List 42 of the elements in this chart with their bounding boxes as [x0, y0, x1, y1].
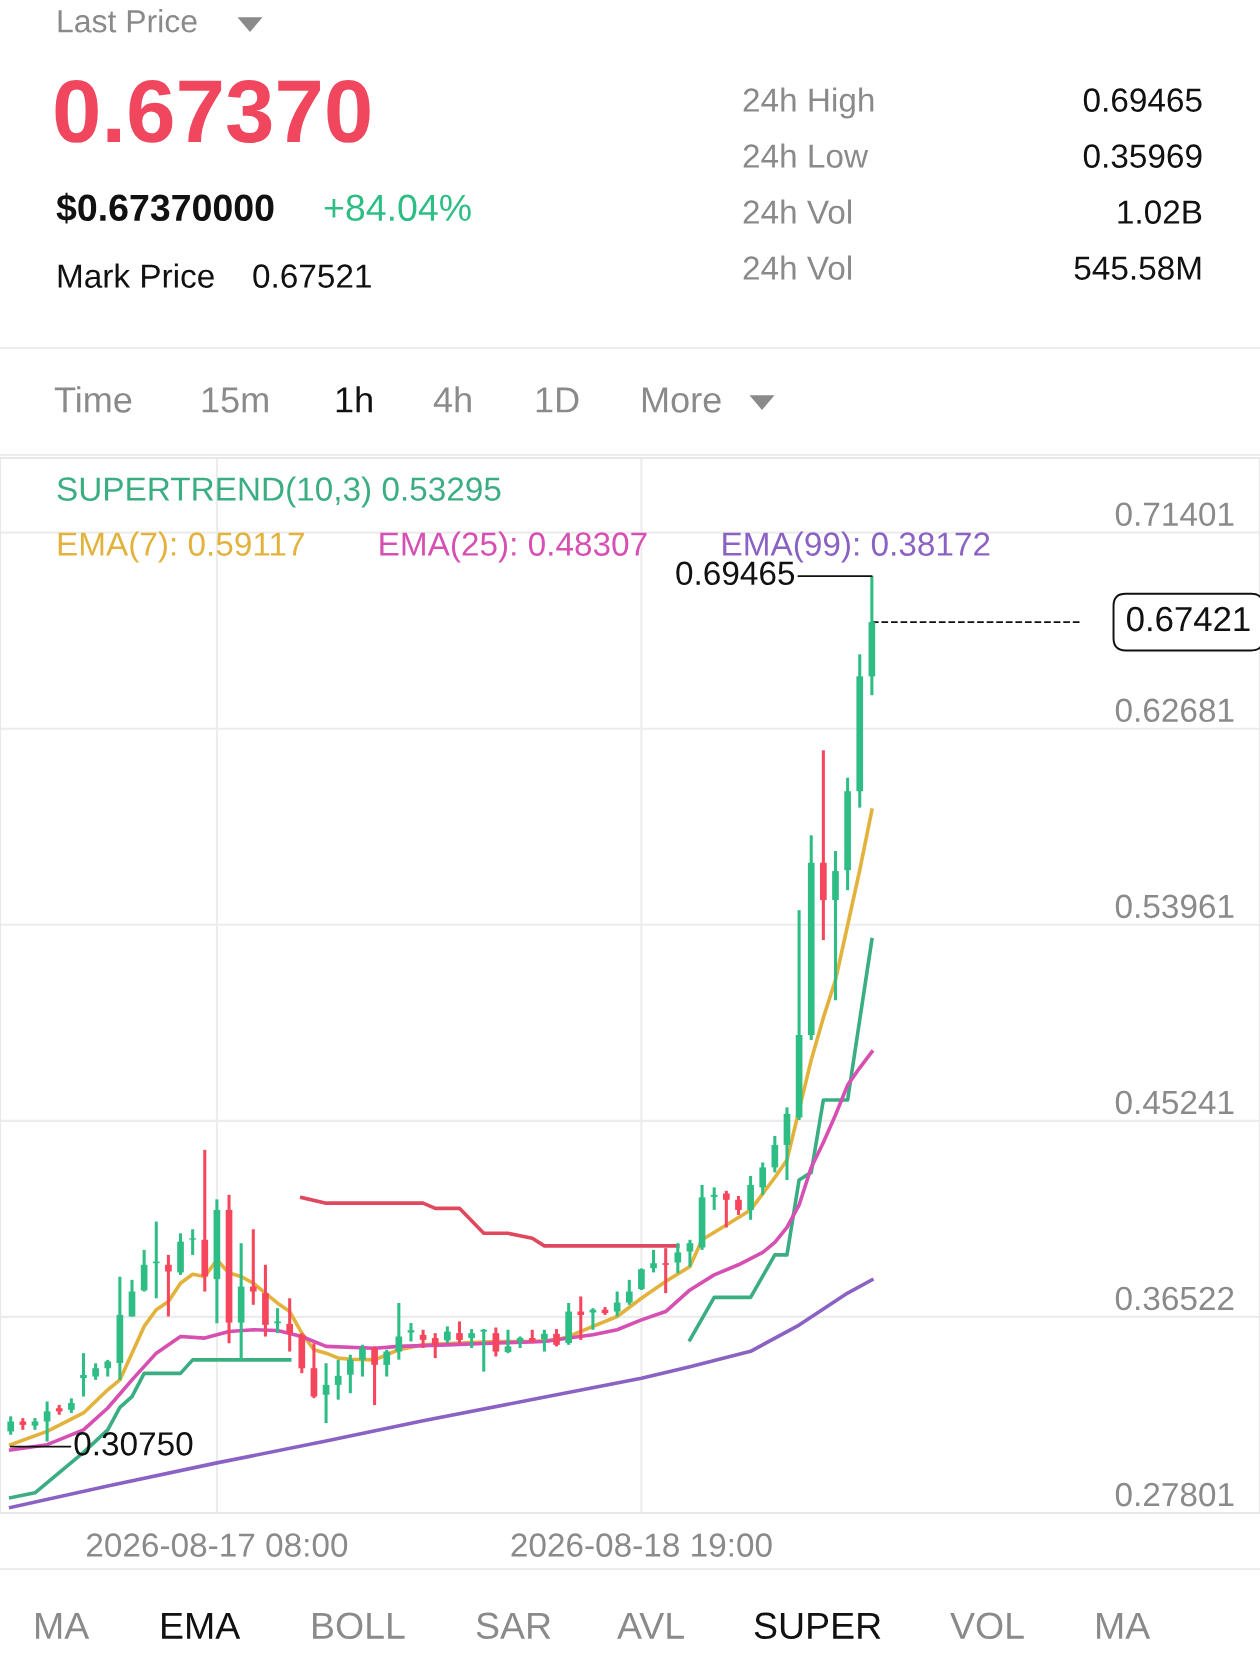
text: SUPER — [754, 1612, 881, 1640]
text: VOL — [950, 1612, 1024, 1640]
text: AVL — [617, 1612, 684, 1639]
text: 24h Vol — [743, 255, 851, 280]
text: +84.04% — [324, 194, 471, 222]
text: 0.35969 — [1083, 144, 1202, 168]
text: Mark Price — [58, 263, 214, 288]
text: EMA(99): 0.38172 — [723, 531, 990, 563]
text: 24h Low — [743, 143, 869, 168]
text: SAR — [476, 1612, 551, 1640]
text: 0.67521 — [253, 264, 371, 288]
text: EMA(25): 0.48307 — [380, 531, 647, 563]
y-tick-label: 0.71401 — [1115, 502, 1234, 527]
y-tick-label: 0.62681 — [1115, 698, 1234, 723]
text: 0.67370 — [55, 79, 370, 143]
text: 24h High — [743, 87, 874, 119]
y-tick-label: 0.45241 — [1115, 1090, 1234, 1115]
text: More — [642, 387, 721, 413]
text: MA — [36, 1612, 90, 1639]
text: EMA — [162, 1612, 241, 1639]
text: EMA(7): 0.59117 — [58, 531, 304, 563]
y-tick-label: 0.53961 — [1115, 894, 1234, 919]
x-tick-label: 2026-08-17 08:00 — [87, 1533, 348, 1557]
y-tick-label: 0.27801 — [1115, 1482, 1234, 1507]
text: Time — [54, 386, 132, 413]
text: 15m — [202, 387, 268, 413]
ref-line-label: 0.67421 — [1127, 606, 1250, 632]
text: 0.69465 — [1083, 88, 1202, 112]
text: MA — [1097, 1612, 1151, 1639]
y-tick-label: 0.36522 — [1115, 1286, 1234, 1311]
text: 1D — [536, 387, 579, 413]
text: 1.02B — [1118, 200, 1202, 224]
text: 1h — [336, 386, 372, 413]
x-tick-label: 2026-08-18 19:00 — [511, 1533, 772, 1557]
text: $0.67370000 — [56, 192, 274, 224]
text: Last Price — [58, 9, 197, 33]
annotation: 0.69465 — [676, 561, 795, 586]
text: 545.58M — [1074, 256, 1201, 280]
text: 24h Vol — [743, 199, 851, 224]
text: 4h — [433, 386, 471, 413]
text: BOLL — [313, 1612, 405, 1640]
text: SUPERTREND(10,3) 0.53295 — [57, 476, 501, 508]
